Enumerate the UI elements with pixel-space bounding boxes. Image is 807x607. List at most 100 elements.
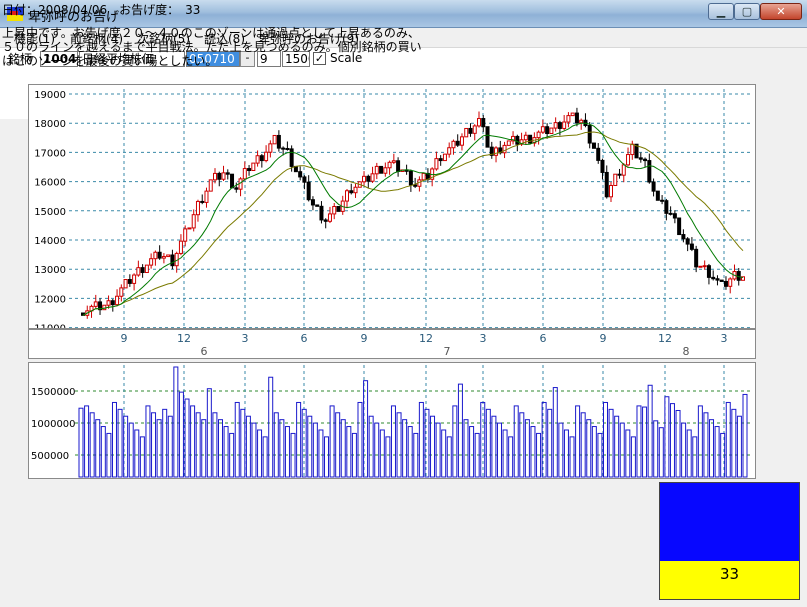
volume-bar xyxy=(513,405,519,478)
candle-body xyxy=(323,219,328,222)
volume-bar xyxy=(268,376,274,478)
candle-body xyxy=(617,173,622,176)
menu-function[interactable]: 機能(1) xyxy=(14,32,55,46)
candle-body xyxy=(528,134,533,144)
candle-body xyxy=(242,168,247,180)
count-field[interactable]: 1500 xyxy=(282,51,310,67)
volume-bar xyxy=(452,405,458,478)
date-oracle-line: 日付：2008/04/06 お告げ度： 33 xyxy=(2,3,201,17)
volume-bar xyxy=(139,436,145,478)
volume-bar xyxy=(217,419,223,478)
volume-bar xyxy=(630,436,636,478)
candle-body xyxy=(523,134,528,141)
candle-body xyxy=(93,301,98,307)
volume-bar xyxy=(312,422,318,478)
stock-name-field[interactable]: 日経平均株価 xyxy=(79,51,185,67)
candle-body xyxy=(208,179,213,192)
candle-body xyxy=(600,159,605,173)
candle-body xyxy=(127,279,132,284)
volume-bar xyxy=(413,432,419,478)
volume-bar xyxy=(363,380,369,478)
month-tick-label: 6 xyxy=(301,332,308,345)
candle-body xyxy=(706,265,711,278)
close-button[interactable]: ✕ xyxy=(760,3,802,20)
volume-tick-label: 500000 xyxy=(31,451,69,462)
volume-bar xyxy=(402,419,408,478)
volume-bar xyxy=(424,408,430,478)
stock-code-field[interactable]: 1004 xyxy=(40,51,78,67)
date-field[interactable]: 050710 xyxy=(186,51,240,67)
candle-body xyxy=(183,228,188,242)
year-tick-label: 8 xyxy=(683,345,690,358)
volume-bar xyxy=(167,415,173,478)
date-step-button[interactable]: - xyxy=(240,51,255,67)
menu-oracle[interactable]: 卑弥呼のお告げ(9) xyxy=(258,32,359,46)
volume-bar xyxy=(262,436,268,478)
volume-bar xyxy=(709,419,715,478)
menu-next-stock[interactable]: 次銘柄(5) xyxy=(137,32,190,46)
volume-bar xyxy=(290,432,296,478)
volume-chart: 1500000 1000000 500000 xyxy=(31,365,753,478)
volume-bar xyxy=(329,405,335,478)
volume-bar xyxy=(151,412,157,478)
candle-body xyxy=(438,158,443,162)
volume-bar xyxy=(284,426,290,478)
minimize-button[interactable]: ▁ xyxy=(708,3,734,20)
candle-body xyxy=(132,274,137,284)
candle-body xyxy=(200,200,205,203)
candle-body xyxy=(702,265,707,268)
menu-prev-stock[interactable]: 前銘柄(4) xyxy=(70,32,123,46)
candle-body xyxy=(191,214,196,229)
volume-bar xyxy=(569,436,575,478)
volume-bar xyxy=(396,412,402,478)
scale-checkbox[interactable]: ✓ xyxy=(313,52,326,65)
candle-body xyxy=(468,127,473,134)
volume-bar xyxy=(686,429,692,478)
menu-load[interactable]: 読込(8) xyxy=(204,32,245,46)
candle-body xyxy=(723,280,728,287)
candle-body xyxy=(545,126,550,135)
month-tick-label: 12 xyxy=(419,332,433,345)
candle-body xyxy=(494,147,499,156)
candle-body xyxy=(485,126,490,148)
candle-body xyxy=(110,300,115,306)
volume-bar xyxy=(128,422,134,478)
volume-bar xyxy=(123,415,129,478)
candle-body xyxy=(609,184,613,198)
volume-bar xyxy=(145,405,151,478)
app-icon xyxy=(7,7,23,21)
volume-bar xyxy=(212,412,218,478)
price-chart-panel: 19000 18000 17000 16000 15000 14000 13000 12000… xyxy=(28,84,756,335)
volume-bar xyxy=(446,436,452,478)
candle-body xyxy=(336,206,341,212)
price-tick-label: 11000 xyxy=(34,324,66,328)
volume-bar xyxy=(106,432,112,478)
candle-body xyxy=(604,171,609,198)
candle-body xyxy=(187,227,192,230)
stock-label: 銘柄 xyxy=(8,52,33,66)
candle-body xyxy=(353,186,358,194)
volume-bar xyxy=(340,419,346,478)
candle-body xyxy=(153,251,158,260)
maximize-button[interactable]: ▢ xyxy=(734,3,760,20)
volume-bar xyxy=(78,407,84,478)
candle-body xyxy=(123,279,128,289)
volume-bar xyxy=(457,383,463,478)
month-tick-label: 9 xyxy=(121,332,128,345)
candle-body xyxy=(319,205,324,221)
volume-bar xyxy=(379,429,385,478)
date-axis-panel: 9 12 3 6 9 12 3 6 9 12 3 6 7 8 xyxy=(28,329,756,359)
candle-body xyxy=(591,142,596,149)
month-tick-label: 6 xyxy=(540,332,547,345)
volume-bar xyxy=(664,396,670,478)
period-field[interactable]: 9 xyxy=(257,51,281,67)
candle-body xyxy=(413,184,418,187)
candle-body xyxy=(557,122,562,129)
volume-bar xyxy=(84,405,90,478)
candle-body xyxy=(195,200,200,216)
candle-body xyxy=(715,278,720,281)
month-tick-label: 3 xyxy=(242,332,249,345)
candle-body xyxy=(217,172,222,180)
volume-bar xyxy=(117,408,123,478)
candle-body xyxy=(660,199,665,202)
